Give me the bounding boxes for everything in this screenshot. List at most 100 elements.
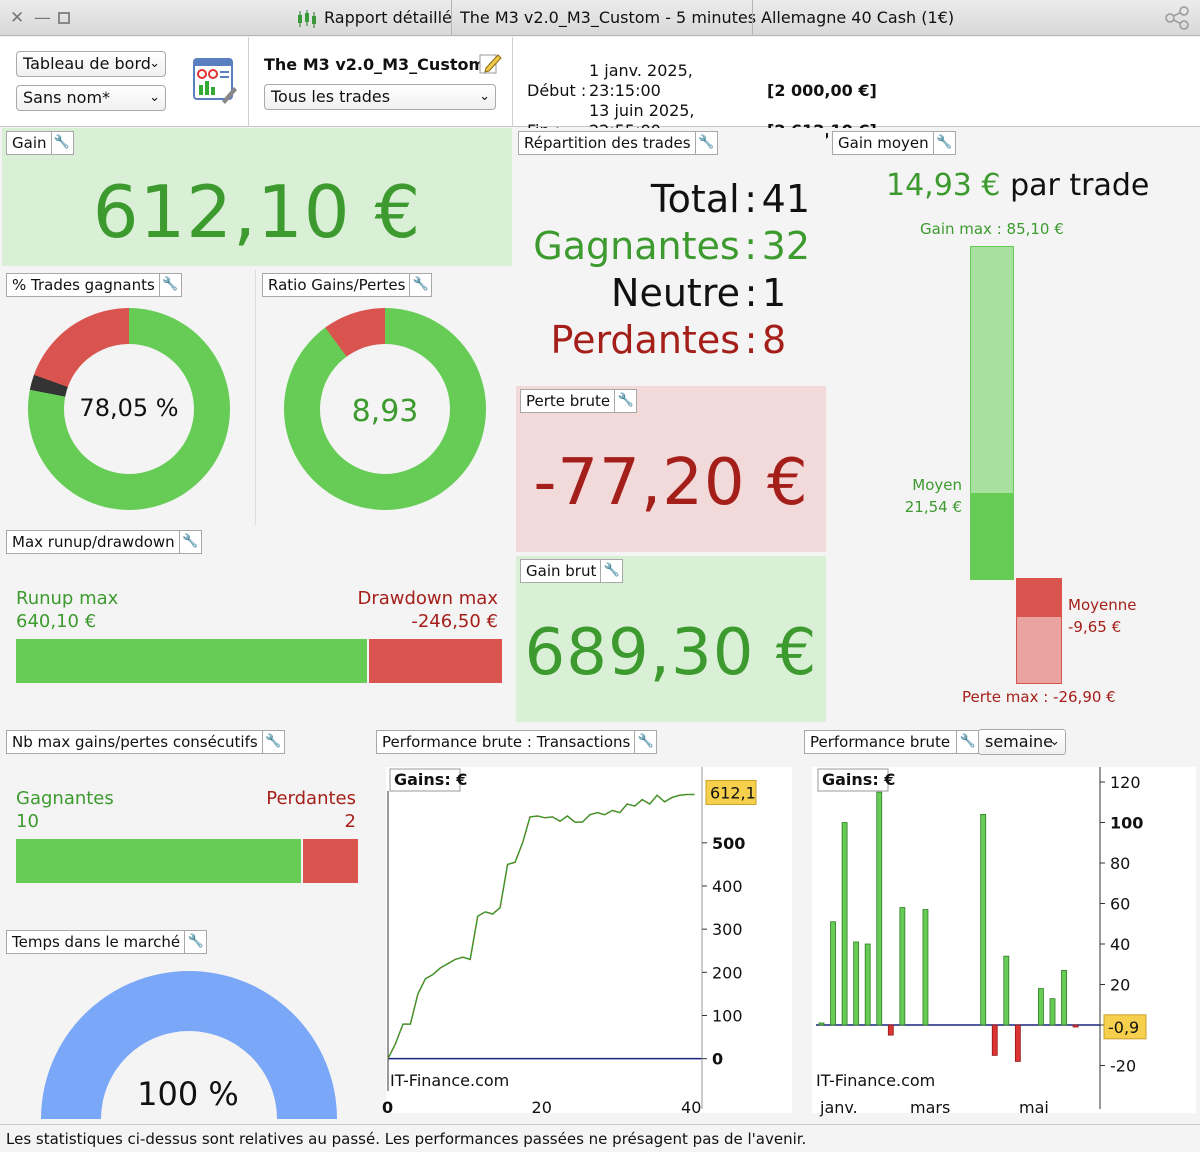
x-tick-label: 20	[532, 1098, 552, 1117]
panel-title: Performance brute 🔧	[804, 730, 980, 754]
close-icon[interactable]: ✕	[10, 8, 25, 28]
average-gain-headline: 14,93 € par trade	[886, 168, 1149, 203]
axis-badge-box	[817, 768, 889, 792]
profit-ratio-donut	[284, 308, 486, 510]
period-select[interactable]: semaine ⌄	[978, 729, 1066, 755]
perf-trades-panel: Performance brute : Transactions 🔧 0 100 20…	[372, 727, 798, 1123]
drawdown-label: Drawdown max -246,50 €	[357, 588, 498, 632]
strategy-tab[interactable]: The M3 v2.0_M3_Custom - 5 minutes	[451, 0, 764, 36]
y-tick-label: 40	[1110, 935, 1130, 954]
max-loss-bar	[1016, 616, 1062, 684]
wrench-icon[interactable]: 🔧	[932, 132, 955, 154]
wrench-icon[interactable]: 🔧	[409, 274, 431, 296]
chevron-down-icon: ⌄	[1049, 734, 1060, 749]
panel-title: Temps dans le marché 🔧	[6, 930, 208, 954]
y-tick-label: 120	[1110, 773, 1141, 792]
panel-title: Gain 🔧	[6, 131, 74, 155]
bar-S17	[1003, 955, 1010, 1026]
y-tick-label: -20	[1110, 1057, 1136, 1076]
bar-S7	[887, 1024, 894, 1036]
neutral-row: Neutre:1	[611, 271, 787, 315]
wrench-icon[interactable]: 🔧	[614, 390, 636, 412]
axis-badge-label: Gains: €	[822, 770, 895, 789]
y-tick-label: 100	[712, 1007, 743, 1026]
consecutive-wins-label: Gagnantes 10	[16, 788, 114, 832]
candlestick-icon	[296, 9, 318, 29]
report-header: Tableau de bord ⌄ Sans nom* ⌄ The M3 v2.0_…	[0, 37, 1200, 140]
start-label: Début :	[527, 81, 587, 100]
win-rate-donut	[28, 308, 230, 510]
bar-S10	[922, 909, 929, 1026]
perf-weekly-chart: -20020406080100120janv.marsmai-0,9Gains:…	[812, 767, 1196, 1117]
plot-background	[812, 767, 1196, 1113]
name-select[interactable]: Sans nom* ⌄	[16, 85, 166, 111]
x-tick-label: 0	[382, 1098, 393, 1117]
consecutive-losses-bar	[303, 839, 358, 883]
maximize-icon[interactable]	[58, 12, 70, 24]
consecutive-losses-label: Perdantes 2	[266, 788, 356, 832]
dashboard-settings-icon[interactable]	[192, 57, 238, 105]
wrench-icon[interactable]: 🔧	[50, 132, 73, 154]
report-title: Rapport détaillé	[324, 8, 452, 27]
dashboard-select[interactable]: Tableau de bord ⌄	[16, 51, 166, 77]
bar-S1	[818, 1022, 825, 1026]
time-in-market-gauge	[41, 971, 337, 1119]
bar-S16	[991, 1024, 998, 1056]
wrench-icon[interactable]: 🔧	[956, 731, 978, 753]
wrench-icon[interactable]: 🔧	[184, 931, 206, 953]
bar-S21	[1049, 998, 1056, 1026]
time-in-market-panel: Temps dans le marché 🔧 100 %	[2, 927, 370, 1123]
max-gain-bar	[970, 246, 1014, 494]
y-tick-label: 400	[712, 877, 743, 896]
title-bar: ✕ — Rapport détaillé The M3 v2.0_M3_Cust…	[0, 0, 1200, 36]
minimize-icon[interactable]: —	[34, 8, 51, 28]
gain-panel: Gain 🔧 612,10 €	[2, 128, 512, 266]
win-rate-value: 78,05 %	[79, 394, 179, 422]
bar-S18	[1014, 1024, 1021, 1062]
y-tick-label: 60	[1110, 895, 1130, 914]
x-tick-label: janv.	[819, 1098, 858, 1117]
bar-S22	[1061, 969, 1067, 1026]
x-tick-label: mai	[1019, 1098, 1049, 1117]
y-tick-label: 0	[712, 1050, 723, 1069]
bar-S5	[864, 943, 871, 1026]
panel-title: Performance brute : Transactions 🔧	[376, 730, 658, 754]
bar-S6	[876, 791, 883, 1026]
gain-value: 612,10 €	[92, 170, 422, 254]
total-row: Total:41	[650, 177, 810, 221]
panel-title: Perte brute 🔧	[520, 389, 638, 413]
share-icon[interactable]	[1164, 6, 1190, 30]
losers-row: Perdantes:8	[550, 318, 787, 362]
max-gain-label: Gain max : 85,10 €	[920, 220, 1064, 238]
average-gain-panel: Gain moyen 🔧 14,93 € par trade Gain max :…	[828, 128, 1198, 722]
perf-trades-chart: 0 100 200 300 400 500 0 20 40 612,1 Gains: € IT-Fin…	[382, 767, 792, 1117]
wrench-icon[interactable]: 🔧	[261, 731, 284, 753]
average-win-label: Moyen 21,54 €	[904, 476, 962, 516]
runup-bar	[16, 639, 367, 683]
chevron-down-icon: ⌄	[479, 89, 490, 104]
wrench-icon[interactable]: 🔧	[634, 731, 656, 753]
y-tick-label: 200	[712, 963, 743, 982]
last-value-label: -0,9	[1108, 1018, 1139, 1037]
wrench-icon[interactable]: 🔧	[158, 274, 181, 296]
wrench-icon[interactable]: 🔧	[600, 560, 622, 582]
instrument-tab[interactable]: Allemagne 40 Cash (1€)	[752, 0, 962, 36]
chevron-down-icon: ⌄	[149, 56, 160, 71]
last-value-label: 612,1	[710, 783, 756, 802]
panel-title: Max runup/drawdown 🔧	[6, 530, 202, 554]
average-loss-bar	[1016, 578, 1062, 616]
watermark: IT-Finance.com	[390, 1071, 509, 1090]
edit-pencil-icon[interactable]	[478, 51, 502, 75]
trade-distribution-panel: Répartition des trades 🔧 Total:41 Gagnant…	[514, 128, 826, 383]
trades-filter-select[interactable]: Tous les trades ⌄	[264, 84, 496, 110]
axis-badge-box	[389, 768, 461, 792]
wrench-icon[interactable]: 🔧	[178, 531, 201, 553]
watermark: IT-Finance.com	[816, 1071, 935, 1090]
max-loss-label: Perte max : -26,90 €	[962, 688, 1116, 706]
panel-title: Ratio Gains/Pertes 🔧	[262, 273, 433, 297]
x-tick-label: mars	[910, 1098, 950, 1117]
winners-row: Gagnantes:32	[533, 224, 810, 268]
profit-ratio-value: 8,93	[351, 394, 419, 429]
wrench-icon[interactable]: 🔧	[694, 132, 717, 154]
average-win-bar	[970, 494, 1014, 580]
